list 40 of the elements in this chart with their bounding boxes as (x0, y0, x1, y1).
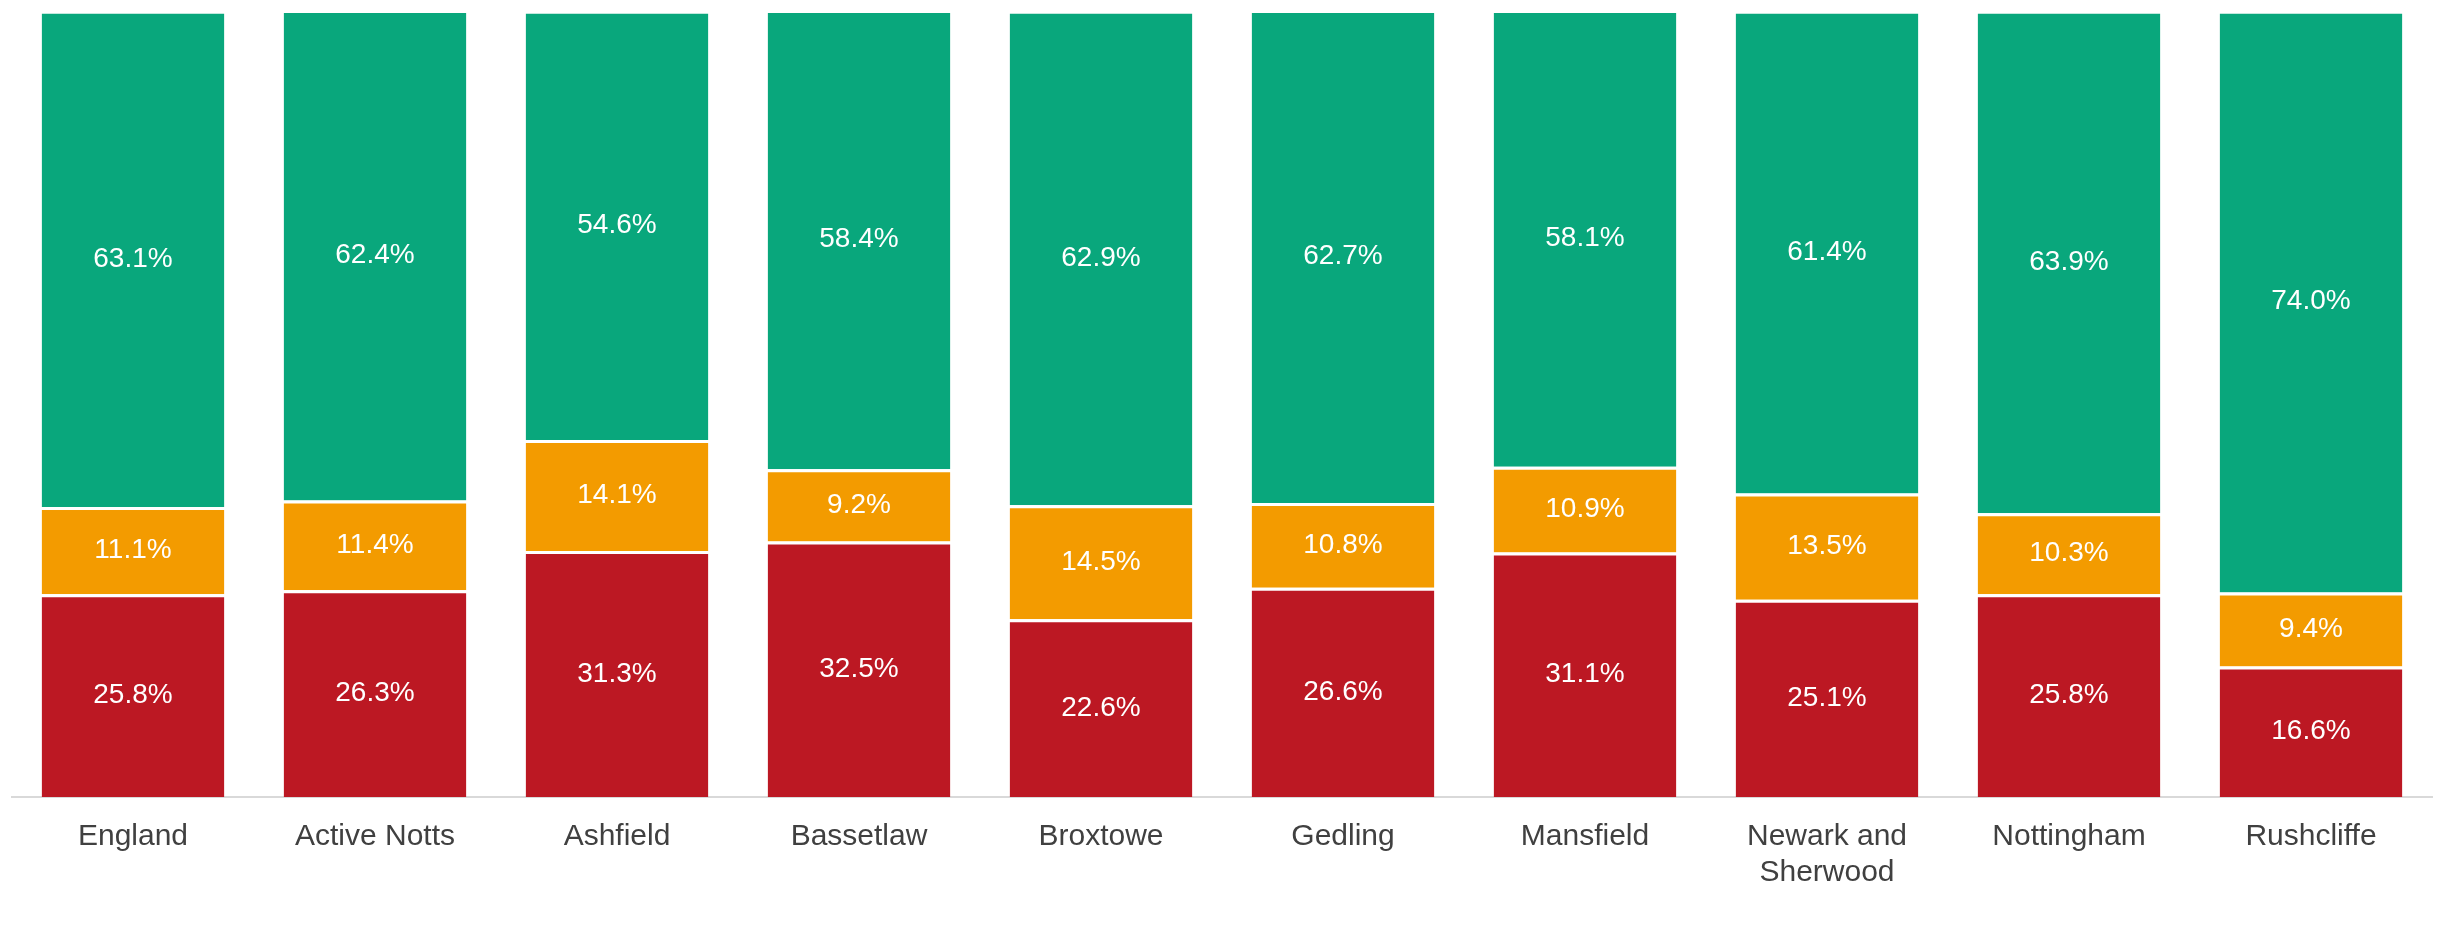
x-tick-label: Mansfield (1520, 818, 1650, 852)
x-tick-label: Bassetlaw (790, 818, 928, 852)
data-label: 25.1% (1787, 681, 1867, 713)
data-label: 58.1% (1545, 221, 1625, 253)
x-tick-label: Newark and Sherwood (1746, 818, 1908, 888)
data-label: 22.6% (1061, 690, 1141, 722)
data-label: 10.8% (1303, 528, 1383, 560)
data-label: 58.4% (819, 222, 899, 254)
data-label: 9.2% (827, 488, 891, 520)
data-label: 14.5% (1061, 545, 1141, 577)
x-tick-label: Nottingham (1992, 818, 2146, 852)
data-label: 54.6% (577, 208, 657, 240)
data-label: 31.3% (577, 656, 657, 688)
x-tick-label: Ashfield (563, 818, 671, 852)
x-tick-label: Gedling (1291, 818, 1395, 852)
data-label: 13.5% (1787, 529, 1867, 561)
x-tick-label: Broxtowe (1038, 818, 1164, 852)
data-label: 32.5% (819, 651, 899, 683)
data-label: 61.4% (1787, 234, 1867, 266)
data-label: 62.4% (335, 238, 415, 270)
data-label: 62.7% (1303, 239, 1383, 271)
data-label: 10.9% (1545, 492, 1625, 524)
data-label: 74.0% (2271, 284, 2351, 316)
data-label: 9.4% (2279, 612, 2343, 644)
data-label: 11.1% (94, 533, 172, 565)
data-label: 62.9% (1061, 240, 1141, 272)
data-label: 26.6% (1303, 675, 1383, 707)
data-label: 25.8% (2029, 678, 2109, 710)
data-label: 14.1% (577, 478, 657, 510)
data-label: 16.6% (2271, 714, 2351, 746)
data-label: 31.1% (1545, 657, 1625, 689)
data-label: 63.9% (2029, 244, 2109, 276)
x-tick-label: Active Notts (294, 818, 456, 852)
data-label: 10.3% (2029, 536, 2109, 568)
data-label: 63.1% (93, 241, 173, 273)
data-label: 11.4% (336, 528, 414, 560)
x-tick-label: England (77, 818, 189, 852)
x-tick-label: Rushcliffe (2245, 818, 2377, 852)
data-label: 26.3% (335, 676, 415, 708)
data-label: 25.8% (93, 678, 173, 710)
